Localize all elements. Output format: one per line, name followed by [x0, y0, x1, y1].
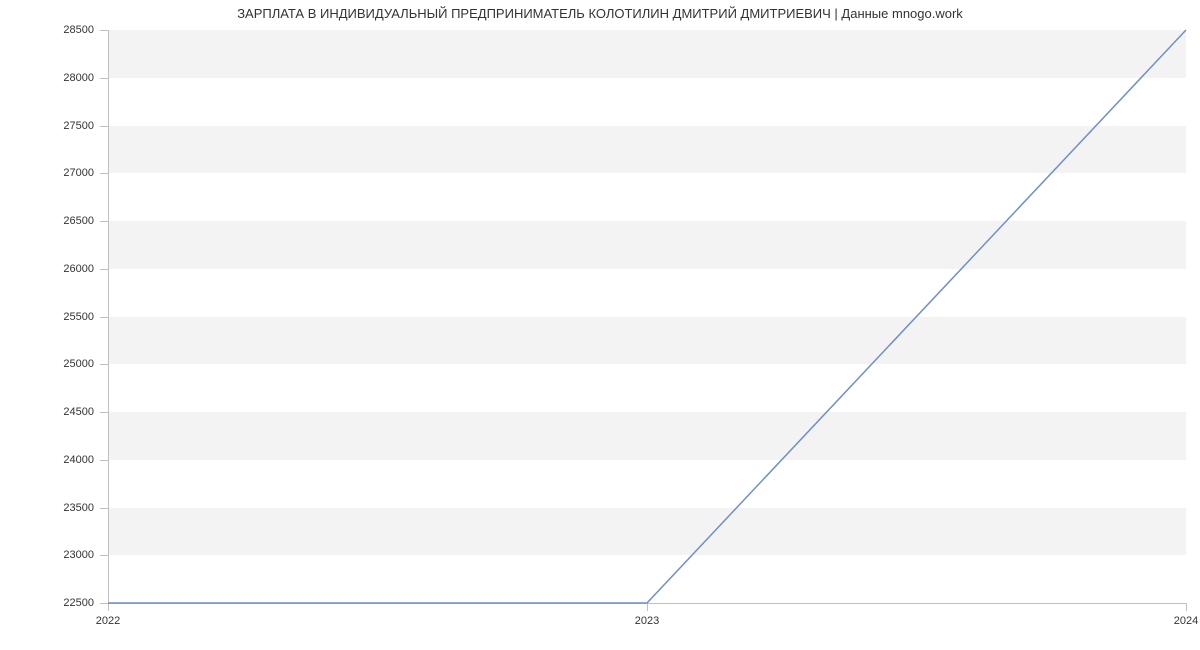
y-tick-label: 22500: [34, 597, 94, 609]
x-tick-label: 2022: [96, 615, 120, 627]
y-tick: [100, 508, 108, 509]
series-line-salary: [108, 30, 1186, 603]
x-tick: [108, 603, 109, 611]
series-layer: [108, 30, 1186, 603]
y-tick: [100, 173, 108, 174]
plot-area: 2250023000235002400024500250002550026000…: [108, 30, 1186, 603]
x-tick-label: 2024: [1174, 615, 1198, 627]
y-tick-label: 28000: [34, 72, 94, 84]
y-tick: [100, 555, 108, 556]
y-tick: [100, 412, 108, 413]
y-tick-label: 26000: [34, 263, 94, 275]
y-tick-label: 27500: [34, 120, 94, 132]
y-tick-label: 24500: [34, 406, 94, 418]
y-tick: [100, 221, 108, 222]
y-tick: [100, 78, 108, 79]
x-tick: [647, 603, 648, 611]
y-tick: [100, 603, 108, 604]
x-tick: [1186, 603, 1187, 611]
y-tick-label: 23000: [34, 549, 94, 561]
y-tick: [100, 364, 108, 365]
chart-title: ЗАРПЛАТА В ИНДИВИДУАЛЬНЫЙ ПРЕДПРИНИМАТЕЛ…: [0, 6, 1200, 21]
y-tick-label: 25000: [34, 358, 94, 370]
y-tick-label: 25500: [34, 311, 94, 323]
y-tick-label: 23500: [34, 502, 94, 514]
y-tick: [100, 269, 108, 270]
y-tick-label: 26500: [34, 215, 94, 227]
x-tick-label: 2023: [635, 615, 659, 627]
y-tick-label: 24000: [34, 454, 94, 466]
y-tick: [100, 30, 108, 31]
y-tick-label: 27000: [34, 167, 94, 179]
salary-chart: ЗАРПЛАТА В ИНДИВИДУАЛЬНЫЙ ПРЕДПРИНИМАТЕЛ…: [0, 0, 1200, 650]
y-tick-label: 28500: [34, 24, 94, 36]
y-tick: [100, 460, 108, 461]
y-tick: [100, 317, 108, 318]
y-tick: [100, 126, 108, 127]
